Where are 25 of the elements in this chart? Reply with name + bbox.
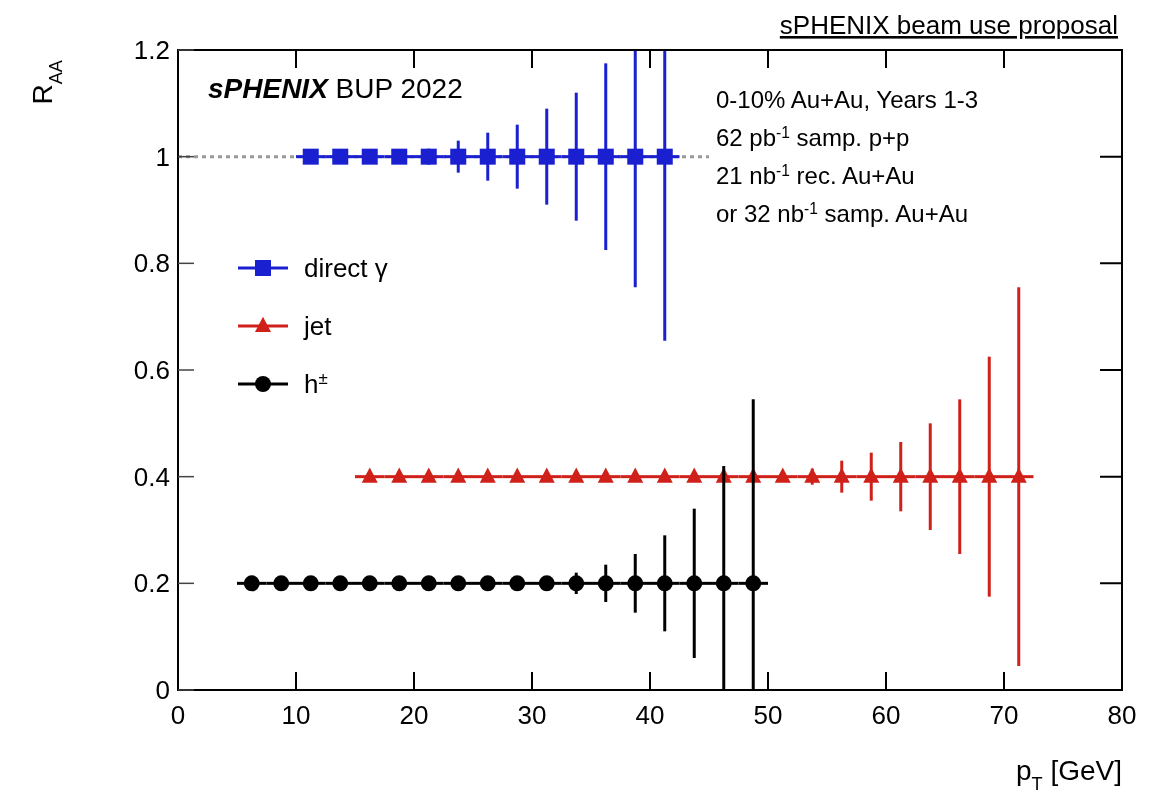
y-tick-label: 0.8 — [133, 248, 170, 279]
x-axis-title: p$_{T}$ [GeV] — [1015, 755, 1122, 794]
annotation: 21 nb$^{-1}$ rec. Au+Au — [716, 161, 915, 189]
x-tick-label: 20 — [399, 700, 429, 730]
annotation: 62 pb$^{-1}$ samp. p+p — [716, 123, 910, 151]
legend-label: direct γ — [304, 253, 388, 283]
y-tick-label: 1.2 — [133, 35, 170, 65]
y-tick-label: 1 — [155, 141, 170, 172]
x-tick-label: 70 — [989, 700, 1019, 730]
annotation: 0-10% Au+Au, Years 1-3 — [716, 86, 979, 113]
y-tick-label: 0 — [155, 675, 170, 705]
x-tick-label: 60 — [871, 700, 901, 730]
x-tick-label: 10 — [281, 700, 311, 730]
legend-label: h$^{±}$ — [304, 368, 328, 399]
annotation: sPHENIX BUP 2022 — [208, 73, 463, 104]
x-tick-label: 40 — [635, 700, 665, 730]
chart-title: sPHENIX beam use proposal — [779, 10, 1118, 40]
y-tick-label: 0.4 — [133, 461, 170, 492]
annotation: or 32 nb$^{-1}$ samp. Au+Au — [716, 199, 969, 227]
x-tick-label: 50 — [753, 700, 783, 730]
y-tick-label: 0.2 — [133, 568, 170, 599]
x-tick-label: 80 — [1107, 700, 1137, 730]
legend-label: jet — [303, 311, 333, 341]
x-tick-label: 30 — [517, 700, 547, 730]
y-tick-label: 0.6 — [133, 355, 170, 385]
